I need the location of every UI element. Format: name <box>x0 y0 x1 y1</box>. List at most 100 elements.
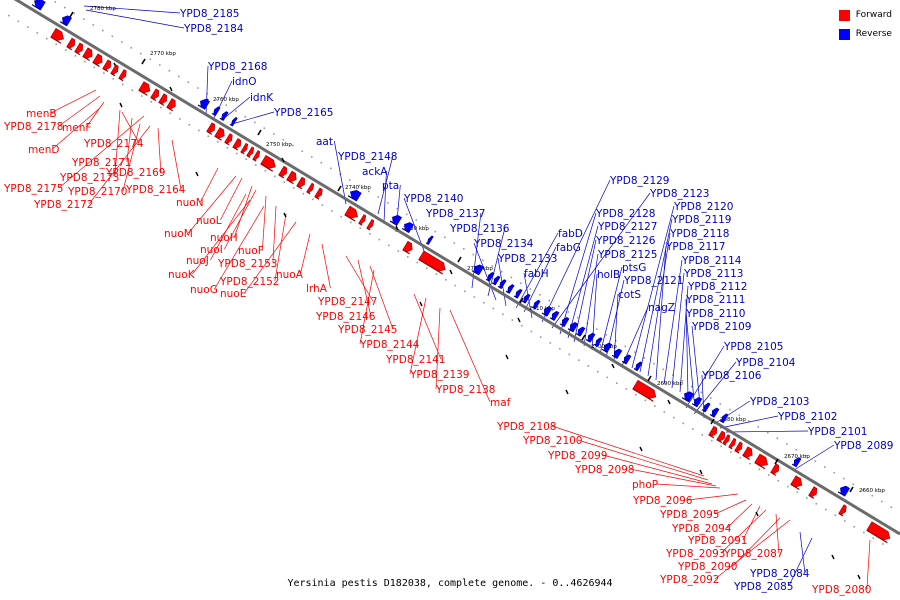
reverse-gene-label[interactable]: ackA <box>362 166 388 178</box>
reverse-gene-label[interactable]: YPD8_2103 <box>749 396 809 408</box>
forward-gene-label[interactable]: nuoN <box>176 197 204 209</box>
forward-gene-label[interactable]: menF <box>62 122 91 134</box>
reverse-gene-label[interactable]: YPD8_2089 <box>833 440 893 452</box>
forward-gene-label[interactable]: YPD8_2141 <box>385 354 445 366</box>
reverse-gene-label[interactable]: YPD8_2111 <box>685 294 745 306</box>
reverse-gene-label[interactable]: YPD8_2134 <box>473 238 534 250</box>
forward-gene-label[interactable]: YPD8_2138 <box>435 384 495 396</box>
reverse-gene-label[interactable]: YPD8_2148 <box>337 151 397 163</box>
reverse-gene-label[interactable]: idnK <box>250 92 274 104</box>
forward-gene-label[interactable]: YPD8_2178 <box>3 121 63 133</box>
reverse-gene-label[interactable]: YPD8_2125 <box>597 249 657 261</box>
forward-gene-label[interactable]: YPD8_2091 <box>687 535 747 547</box>
forward-gene-label[interactable]: YPD8_2095 <box>659 509 719 521</box>
reverse-gene-label[interactable]: YPD8_2129 <box>609 175 669 187</box>
reverse-gene-label[interactable]: YPD8_2128 <box>595 208 655 220</box>
label-leader <box>58 115 145 189</box>
forward-gene-label[interactable]: nuoA <box>276 269 304 281</box>
forward-gene-label[interactable]: YPD8_2080 <box>811 584 871 596</box>
reverse-gene-label[interactable]: YPD8_2165 <box>273 107 333 119</box>
reverse-gene-label[interactable]: YPD8_2136 <box>449 223 510 235</box>
reverse-gene-label[interactable]: nagZ <box>648 302 675 314</box>
forward-gene-label[interactable]: YPD8_2087 <box>723 548 783 560</box>
label-leader <box>788 537 813 587</box>
forward-gene-label[interactable]: nuoG <box>190 284 218 296</box>
forward-gene-label[interactable]: YPD8_2090 <box>677 561 737 573</box>
reverse-gene-label[interactable]: pta <box>382 180 399 192</box>
reverse-gene-label[interactable]: YPD8_2119 <box>671 214 731 226</box>
forward-gene-label[interactable]: YPD8_2173 <box>59 172 119 184</box>
forward-gene-label[interactable]: YPD8_2093 <box>665 548 725 560</box>
forward-gene-label[interactable]: YPD8_2170 <box>67 186 127 198</box>
forward-gene-label[interactable]: YPD8_2092 <box>659 574 719 586</box>
forward-gene-label[interactable]: YPD8_2164 <box>125 184 186 196</box>
reverse-gene-label[interactable]: YPD8_2104 <box>735 357 796 369</box>
reverse-gene-label[interactable]: YPD8_2118 <box>669 228 729 240</box>
forward-gene-label[interactable]: YPD8_2145 <box>337 324 397 336</box>
forward-gene-label[interactable]: nuoF <box>238 245 264 257</box>
forward-gene-label[interactable]: YPD8_2099 <box>547 450 607 462</box>
reverse-gene-label[interactable]: YPD8_2126 <box>595 235 656 247</box>
reverse-gene-label[interactable]: YPD8_2105 <box>723 341 783 353</box>
forward-gene-label[interactable]: nuoI <box>200 244 223 256</box>
reverse-gene-label[interactable]: YPD8_2113 <box>683 268 743 280</box>
reverse-gene-label[interactable]: YPD8_2121 <box>623 275 683 287</box>
reverse-gene-label[interactable]: YPD8_2137 <box>425 208 485 220</box>
reverse-gene-label[interactable]: YPD8_2112 <box>687 281 747 293</box>
forward-gene-label[interactable]: YPD8_2147 <box>317 296 377 308</box>
reverse-gene-label[interactable]: fabG <box>556 242 581 254</box>
forward-gene-label[interactable]: YPD8_2094 <box>671 523 732 535</box>
forward-gene-label[interactable]: YPD8_2174 <box>83 138 144 150</box>
reverse-gene-label[interactable]: YPD8_2109 <box>691 321 751 333</box>
forward-gene-label[interactable]: menD <box>28 144 59 156</box>
forward-gene-label[interactable]: YPD8_2146 <box>315 311 376 323</box>
forward-gene-label[interactable]: maf <box>490 397 511 409</box>
reverse-gene-label[interactable]: fabD <box>558 228 583 240</box>
reverse-gene-label[interactable]: YPD8_2102 <box>777 411 837 423</box>
forward-gene-label[interactable]: nuoL <box>196 215 222 227</box>
reverse-gene-label[interactable]: YPD8_2127 <box>597 221 657 233</box>
reverse-gene-label[interactable]: YPD8_2184 <box>183 23 244 35</box>
forward-gene-label[interactable]: YPD8_2144 <box>359 339 420 351</box>
reverse-gene-label[interactable]: YPD8_2085 <box>733 581 793 593</box>
reverse-gene-label[interactable]: YPD8_2106 <box>701 370 762 382</box>
forward-gene-label[interactable]: phoP <box>632 479 658 491</box>
forward-gene-label[interactable]: YPD8_2175 <box>3 183 63 195</box>
reverse-gene-label[interactable]: YPD8_2110 <box>685 308 745 320</box>
reverse-gene-label[interactable]: YPD8_2084 <box>749 568 810 580</box>
forward-gene-label[interactable]: nuoH <box>210 232 238 244</box>
forward-gene-label[interactable]: YPD8_2153 <box>217 258 277 270</box>
forward-gene-label[interactable]: YPD8_2108 <box>496 421 556 433</box>
forward-gene-label[interactable]: nuoK <box>168 269 196 281</box>
reverse-gene-label[interactable]: idnO <box>232 76 257 88</box>
reverse-gene-label[interactable]: aat <box>316 136 333 148</box>
forward-gene-label[interactable]: menB <box>26 108 57 120</box>
forward-gene-label[interactable]: YPD8_2171 <box>71 157 131 169</box>
reverse-gene-label[interactable]: YPD8_2168 <box>207 61 267 73</box>
reverse-gene-label[interactable]: fabH <box>524 268 549 280</box>
reverse-gene-label[interactable]: YPD8_2114 <box>681 255 742 267</box>
forward-gene-label[interactable]: nuoE <box>220 288 246 300</box>
reverse-gene-label[interactable]: YPD8_2101 <box>807 426 867 438</box>
forward-gene-label[interactable]: lrhA <box>306 283 328 295</box>
forward-gene-label[interactable]: YPD8_2139 <box>409 369 469 381</box>
reverse-gene-label[interactable]: YPD8_2123 <box>649 188 709 200</box>
forward-gene-label[interactable]: nuoM <box>164 228 193 240</box>
reverse-gene-label[interactable]: holB <box>597 269 620 281</box>
forward-gene-label[interactable]: nuoJ <box>186 255 209 267</box>
forward-gene-label[interactable]: YPD8_2100 <box>522 435 582 447</box>
forward-gene-label[interactable]: YPD8_2172 <box>33 199 93 211</box>
reverse-gene-label[interactable]: YPD8_2120 <box>673 201 733 213</box>
reverse-gene-label[interactable]: cotS <box>618 289 641 301</box>
forward-gene-label[interactable]: YPD8_2096 <box>632 495 693 507</box>
reverse-gene-label[interactable]: YPD8_2133 <box>497 253 557 265</box>
label-leader <box>157 127 162 173</box>
forward-gene-label[interactable]: YPD8_2152 <box>219 276 279 288</box>
reverse-gene-label[interactable]: YPD8_2140 <box>403 193 463 205</box>
guide-dot <box>407 256 409 258</box>
forward-gene-label[interactable]: YPD8_2098 <box>574 464 634 476</box>
forward-gene-label[interactable]: YPD8_2169 <box>105 167 165 179</box>
reverse-gene-label[interactable]: YPD8_2117 <box>665 241 725 253</box>
reverse-gene-label[interactable]: ptsG <box>622 262 646 274</box>
reverse-gene-label[interactable]: YPD8_2185 <box>179 8 239 20</box>
